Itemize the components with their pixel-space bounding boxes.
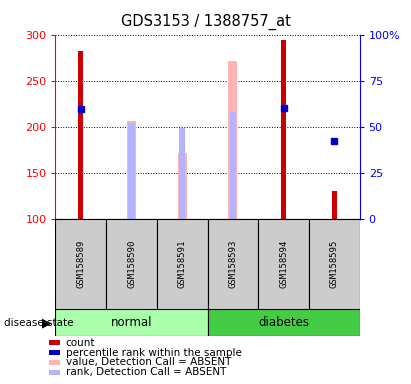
Bar	[208, 309, 360, 336]
Bar	[127, 121, 136, 219]
Bar	[55, 219, 106, 309]
Text: GSM158591: GSM158591	[178, 240, 187, 288]
Text: GSM158594: GSM158594	[279, 240, 288, 288]
Bar	[281, 40, 286, 219]
Bar	[332, 191, 337, 219]
Bar	[258, 219, 309, 309]
Bar	[208, 219, 258, 309]
Bar	[106, 219, 157, 309]
Bar	[78, 51, 83, 219]
Text: GSM158593: GSM158593	[229, 240, 238, 288]
Text: disease state: disease state	[4, 318, 74, 328]
Text: ▶: ▶	[42, 316, 51, 329]
Bar	[55, 309, 208, 336]
Bar	[129, 123, 134, 219]
Text: rank, Detection Call = ABSENT: rank, Detection Call = ABSENT	[66, 367, 226, 377]
Text: diabetes: diabetes	[258, 316, 309, 329]
Bar	[179, 127, 185, 219]
Bar	[178, 154, 187, 219]
Bar	[230, 112, 236, 219]
Bar	[229, 61, 238, 219]
Text: GSM158590: GSM158590	[127, 240, 136, 288]
Text: value, Detection Call = ABSENT: value, Detection Call = ABSENT	[66, 358, 231, 367]
Text: GDS3153 / 1388757_at: GDS3153 / 1388757_at	[120, 13, 291, 30]
Bar	[157, 219, 208, 309]
Text: count: count	[66, 338, 95, 348]
Text: percentile rank within the sample: percentile rank within the sample	[66, 348, 242, 358]
Bar	[309, 219, 360, 309]
Text: GSM158595: GSM158595	[330, 240, 339, 288]
Text: GSM158589: GSM158589	[76, 240, 85, 288]
Text: normal: normal	[111, 316, 152, 329]
